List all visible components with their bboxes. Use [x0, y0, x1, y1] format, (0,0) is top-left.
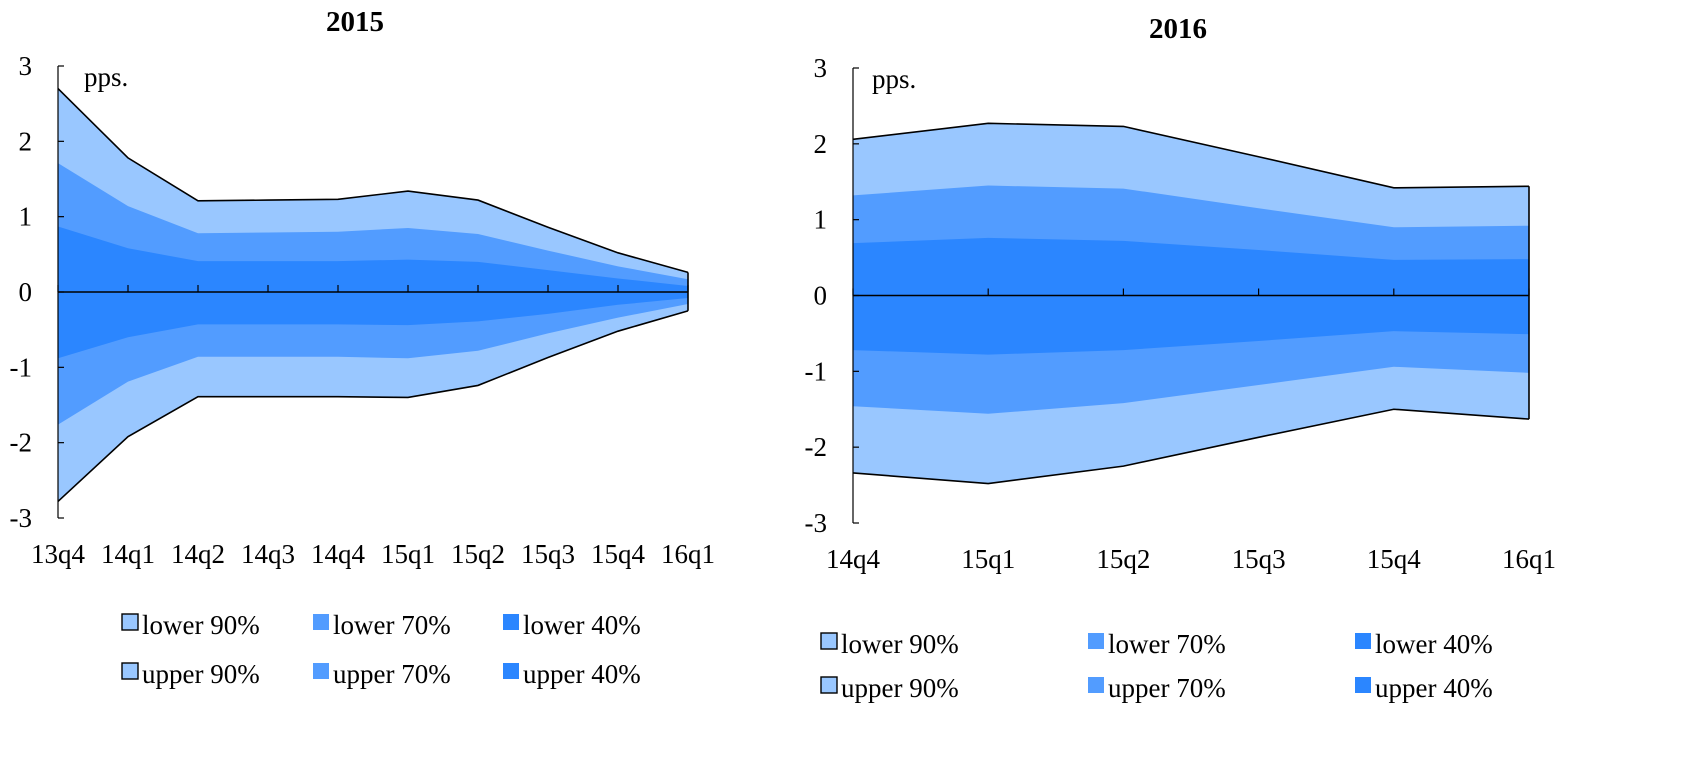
- legend-swatch: [503, 663, 519, 679]
- x-tick-label: 14q4: [826, 544, 881, 574]
- legend: lower 90% lower 70% lower 40% upper 90% uppe…: [820, 629, 1493, 703]
- legend-label: upper 70%: [1108, 673, 1226, 703]
- x-tick-label: 15q3: [1232, 544, 1286, 574]
- legend-swatch: [313, 614, 329, 630]
- y-tick-label: -3: [805, 508, 828, 538]
- band-upper40: [853, 237, 1529, 296]
- legend-swatch: [503, 614, 519, 630]
- y-tick-label: 0: [19, 277, 33, 307]
- y-tick-label: -1: [10, 352, 33, 382]
- outline-lower90: [852, 408, 1530, 485]
- y-tick-label: -2: [10, 428, 33, 458]
- x-tick-label: 13q4: [31, 539, 86, 569]
- y-tick-label: 2: [19, 126, 33, 156]
- x-tick-label: 15q4: [591, 539, 646, 569]
- legend-swatch: [820, 632, 838, 650]
- legend-label: upper 90%: [841, 673, 959, 703]
- x-tick-label: 15q3: [521, 539, 575, 569]
- legend-swatch: [1088, 677, 1104, 693]
- outline-upper90: [852, 122, 1530, 189]
- legend-label: upper 40%: [1375, 673, 1493, 703]
- y-tick-label: -1: [805, 356, 828, 386]
- band-upper40: [58, 226, 688, 292]
- legend-label: upper 70%: [333, 659, 451, 689]
- y-tick-label: 1: [19, 202, 33, 232]
- x-tick-label: 14q1: [101, 539, 155, 569]
- legend-swatch: [1355, 677, 1371, 693]
- y-tick-label: 0: [814, 281, 828, 311]
- legend-label: lower 70%: [333, 610, 451, 640]
- legend-swatch: [1355, 633, 1371, 649]
- legend-label: upper 40%: [523, 659, 641, 689]
- y-tick-label: 3: [19, 51, 33, 81]
- x-tick-label: 15q2: [451, 539, 505, 569]
- x-tick-label: 15q1: [961, 544, 1015, 574]
- outline-lower90: [57, 310, 689, 503]
- chart-title: 2015: [326, 6, 384, 38]
- chart-0: 2015 3 2 1 0 -1 -2 -3 13q4 14q1 14q2 14q3 14q4 15q1 15…: [10, 6, 716, 689]
- y-axis-unit-label: pps.: [84, 62, 128, 92]
- band-lower40: [853, 295, 1529, 355]
- x-tick-label: 15q2: [1096, 544, 1150, 574]
- outline-upper90: [57, 88, 689, 274]
- legend-swatch: [820, 676, 838, 694]
- legend-swatch: [121, 613, 139, 631]
- legend-label: lower 40%: [1375, 629, 1493, 659]
- legend-swatch: [1088, 633, 1104, 649]
- x-tick-label: 15q4: [1367, 544, 1422, 574]
- x-tick-label: 16q1: [1502, 544, 1556, 574]
- band-upper70: [58, 163, 688, 292]
- chart-1: 2016 3 2 1 0 -1 -2 -3 14q4 15q1 15q2 15q3 15q4 16q1 pp…: [805, 13, 1557, 703]
- x-tick-label: 16q1: [661, 539, 715, 569]
- legend: lower 90% lower 70% lower 40% upper 90% uppe…: [121, 610, 641, 689]
- legend-swatch: [313, 663, 329, 679]
- legend-swatch: [121, 662, 139, 680]
- band-lower70: [58, 292, 688, 425]
- legend-label: upper 90%: [142, 659, 260, 689]
- x-tick-label: 14q4: [311, 539, 366, 569]
- legend-label: lower 40%: [523, 610, 641, 640]
- y-axis-unit-label: pps.: [872, 64, 916, 94]
- y-tick-label: -2: [805, 432, 828, 462]
- y-tick-label: -3: [10, 503, 33, 533]
- x-tick-label: 14q3: [241, 539, 295, 569]
- chart-title: 2016: [1149, 13, 1207, 45]
- x-tick-label: 14q2: [171, 539, 225, 569]
- y-tick-label: 2: [814, 129, 828, 159]
- legend-label: lower 90%: [841, 629, 959, 659]
- legend-label: lower 90%: [142, 610, 260, 640]
- y-tick-label: 3: [814, 53, 828, 83]
- y-tick-label: 1: [814, 205, 828, 235]
- legend-label: lower 70%: [1108, 629, 1226, 659]
- band-lower40: [58, 292, 688, 359]
- x-tick-label: 15q1: [381, 539, 435, 569]
